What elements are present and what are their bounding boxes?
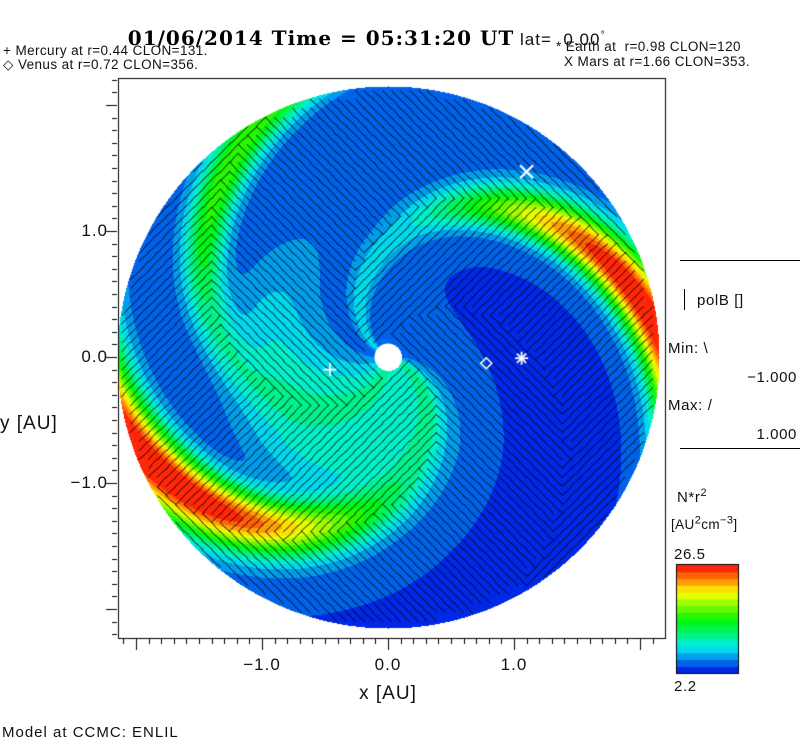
legend-mercury: + Mercury at r=0.44 CLON=131. bbox=[3, 43, 208, 58]
x-axis-label: x [AU] bbox=[359, 683, 417, 704]
page-title: 01/06/2014 Time = 05:31:20 UT lat= 0.00° bbox=[110, 8, 606, 68]
venus-marker-glyph: ◇ bbox=[3, 57, 14, 72]
polb-panel-top-rule bbox=[680, 260, 800, 261]
polb-max-value: 1.000 bbox=[756, 426, 797, 443]
legend-earth: * Earth at r=0.98 CLON=120 bbox=[556, 39, 741, 54]
positive-polarity-hatch-glyph: / bbox=[707, 397, 713, 414]
legend-mars: X Mars at r=1.66 CLON=353. bbox=[564, 54, 750, 69]
y-tick-0: 0.0 bbox=[81, 347, 108, 366]
title-datetime: 01/06/2014 Time = 05:31:20 UT bbox=[127, 26, 515, 50]
polb-panel-bottom-rule bbox=[680, 448, 800, 449]
y-axis-label: y [AU] bbox=[0, 413, 58, 434]
earth-marker-glyph: * bbox=[556, 39, 562, 54]
degree-symbol: ° bbox=[600, 29, 606, 42]
negative-polarity-hatch-glyph: \ bbox=[703, 340, 709, 357]
polb-min-label: Min: \ bbox=[668, 340, 709, 357]
y-tick-1: 1.0 bbox=[81, 221, 108, 240]
polb-max-label: Max: / bbox=[668, 397, 713, 414]
title-latitude: lat= 0.00° bbox=[520, 29, 606, 49]
polb-title: polB [] bbox=[697, 292, 744, 309]
x-tick-0: 0.0 bbox=[374, 655, 402, 674]
polb-field-line-tick bbox=[684, 289, 685, 310]
legend-venus: ◇ Venus at r=0.72 CLON=356. bbox=[3, 57, 199, 72]
x-tick-1: 1.0 bbox=[500, 655, 528, 674]
mercury-marker-glyph: + bbox=[3, 43, 12, 58]
colorbar-quantity: N*r2 bbox=[677, 487, 708, 507]
colorbar-min-value: 2.2 bbox=[674, 678, 697, 695]
colorbar-max-value: 26.5 bbox=[674, 546, 706, 563]
y-tick-neg1: −1.0 bbox=[70, 473, 108, 492]
mars-marker-glyph: X bbox=[564, 54, 574, 69]
x-tick-neg1: −1.0 bbox=[243, 655, 281, 674]
model-credit: Model at CCMC: ENLIL bbox=[2, 724, 179, 741]
colorbar-units: [AU2cm−3] bbox=[671, 514, 738, 532]
polb-min-value: −1.000 bbox=[747, 369, 797, 386]
